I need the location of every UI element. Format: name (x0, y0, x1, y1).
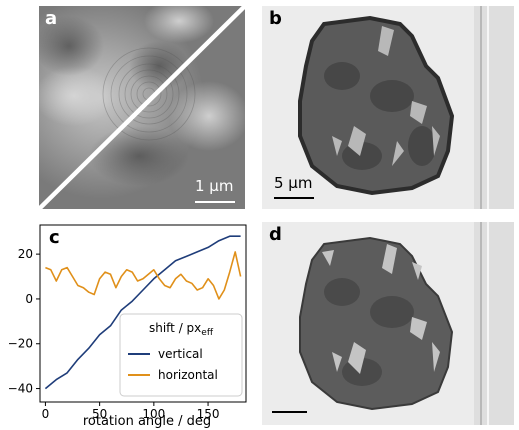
scale-bar-label-a: 1 µm (195, 177, 234, 195)
legend-entry-vertical: vertical (158, 347, 203, 361)
panel-label-d: d (269, 224, 282, 245)
panel-d-micrograph: d (262, 222, 514, 425)
x-tick-label: 150 (197, 407, 220, 421)
panel-b-micrograph: b 5 µm (262, 6, 514, 209)
y-tick-label: 0 (25, 292, 33, 306)
legend-title-sub: eff (201, 328, 214, 338)
legend-box (119, 313, 243, 397)
y-tick-label: −40 (8, 382, 33, 396)
panel-d-image (272, 222, 514, 425)
y-tick-label: 20 (18, 247, 33, 261)
legend-entry-horizontal: horizontal (158, 368, 218, 382)
legend-title: shift / pxeff (149, 321, 214, 338)
diagonal-divider (39, 6, 245, 209)
panel-b-image (274, 6, 514, 209)
y-tick-label: −20 (8, 337, 33, 351)
legend-title-main: shift / px (149, 321, 201, 335)
panel-label-a: a (45, 8, 58, 29)
plot-frame (39, 224, 247, 403)
x-axis-label: rotation angle / deg (83, 414, 211, 429)
shift-chart: 0 50 100 150 −40 −20 0 20 rotation angle / deg sh… (8, 224, 247, 429)
x-tick-label: 50 (92, 407, 107, 421)
series-line-horizontal (45, 251, 242, 300)
x-tick-label: 100 (142, 407, 165, 421)
panel-a-image (39, 6, 245, 209)
panel-c-chart: 0 50 100 150 −40 −20 0 20 rotation angle / deg sh… (0, 216, 252, 430)
scale-bar-label-b: 5 µm (274, 174, 313, 192)
panel-label-c: c (49, 227, 60, 248)
panel-a-micrograph: a 1 µm (39, 6, 245, 209)
series-line-vertical (44, 235, 241, 390)
x-tick-label: 0 (42, 407, 50, 421)
panel-label-b: b (269, 8, 282, 29)
